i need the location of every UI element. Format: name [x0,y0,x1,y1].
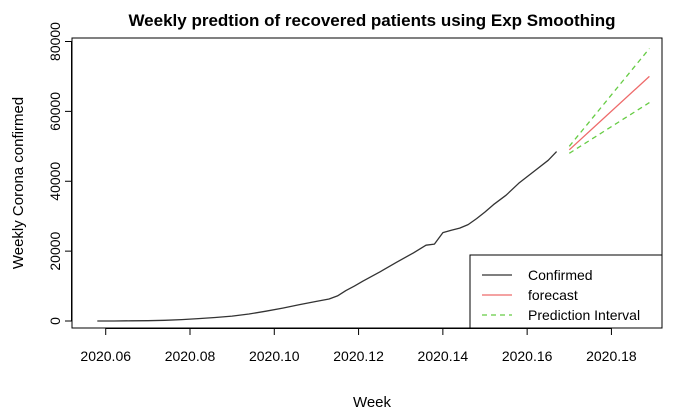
y-tick-label: 20000 [47,231,63,270]
legend-label-prediction-interval: Prediction Interval [528,307,640,323]
series-line-forecast [568,75,650,151]
y-tick-label: 0 [47,317,63,325]
x-tick-label: 2020.06 [80,348,131,364]
x-tick-label: 2020.08 [165,348,216,364]
series-line-prediction-interval [568,102,650,154]
legend: Confirmed forecast Prediction Interval [469,254,663,329]
series-line-confirmed [97,151,558,322]
x-axis: 2020.06 2020.08 2020.10 2020.12 2020.14 2020.… [80,328,637,364]
legend-label-confirmed: Confirmed [528,267,593,283]
x-tick-label: 2020.12 [333,348,384,364]
y-axis-label: Weekly Corona confirmed [10,97,27,269]
y-axis: 0 20000 40000 60000 80000 [47,22,72,325]
x-tick-label: 2020.10 [249,348,300,364]
x-tick-label: 2020.16 [502,348,553,364]
y-tick-label: 80000 [47,22,63,61]
x-tick-label: 2020.14 [418,348,469,364]
y-tick-label: 40000 [47,162,63,201]
y-tick-label: 60000 [47,92,63,131]
legend-box [469,254,663,329]
series-layer [97,48,650,322]
x-tick-label: 2020.18 [586,348,637,364]
chart-title: Weekly predtion of recovered patients us… [128,11,615,30]
x-axis-label: Week [353,394,392,411]
series-line-prediction-interval [568,48,650,147]
legend-label-forecast: forecast [528,287,578,303]
